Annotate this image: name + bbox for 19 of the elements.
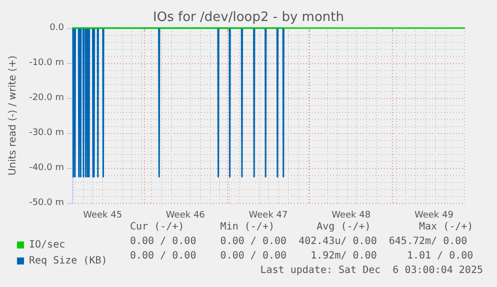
x-tick-label: Week 47	[248, 210, 288, 220]
legend-label: Req Size (KB)	[29, 256, 108, 266]
y-tick-label: -50.0 m	[29, 198, 64, 208]
y-tick-label: -40.0 m	[29, 163, 64, 173]
text: 0.00 / 0.00 0.00 / 0.00 402.43u/ 0.00 645.72m/ 0.00	[130, 236, 468, 247]
legend-label: IO/sec	[29, 240, 66, 250]
y-tick-label: -30.0 m	[29, 128, 64, 138]
y-tick-label: 0.0	[50, 23, 64, 33]
y-tick-label: -10.0 m	[29, 58, 64, 68]
y-axis-title: Units read (-) / write (+)	[8, 55, 18, 176]
text: Cur (-/+) Min (-/+) Avg (-/+) Max (-/+)	[130, 222, 474, 232]
chart-title: IOs for /dev/loop2 - by month	[153, 10, 344, 25]
x-tick-label: Week 45	[83, 210, 122, 220]
x-tick-label: Week 46	[166, 210, 206, 220]
y-tick-label: -20.0 m	[29, 93, 64, 103]
text: 0.00 / 0.00 0.00 / 0.00 1.92m/ 0.00 1.01 / 0.00	[130, 250, 474, 262]
x-tick-label: Week 49	[414, 210, 454, 220]
x-tick-label: Week 48	[332, 210, 371, 220]
text: Last update: Sat Dec 6 03:00:04 2025	[260, 265, 483, 276]
